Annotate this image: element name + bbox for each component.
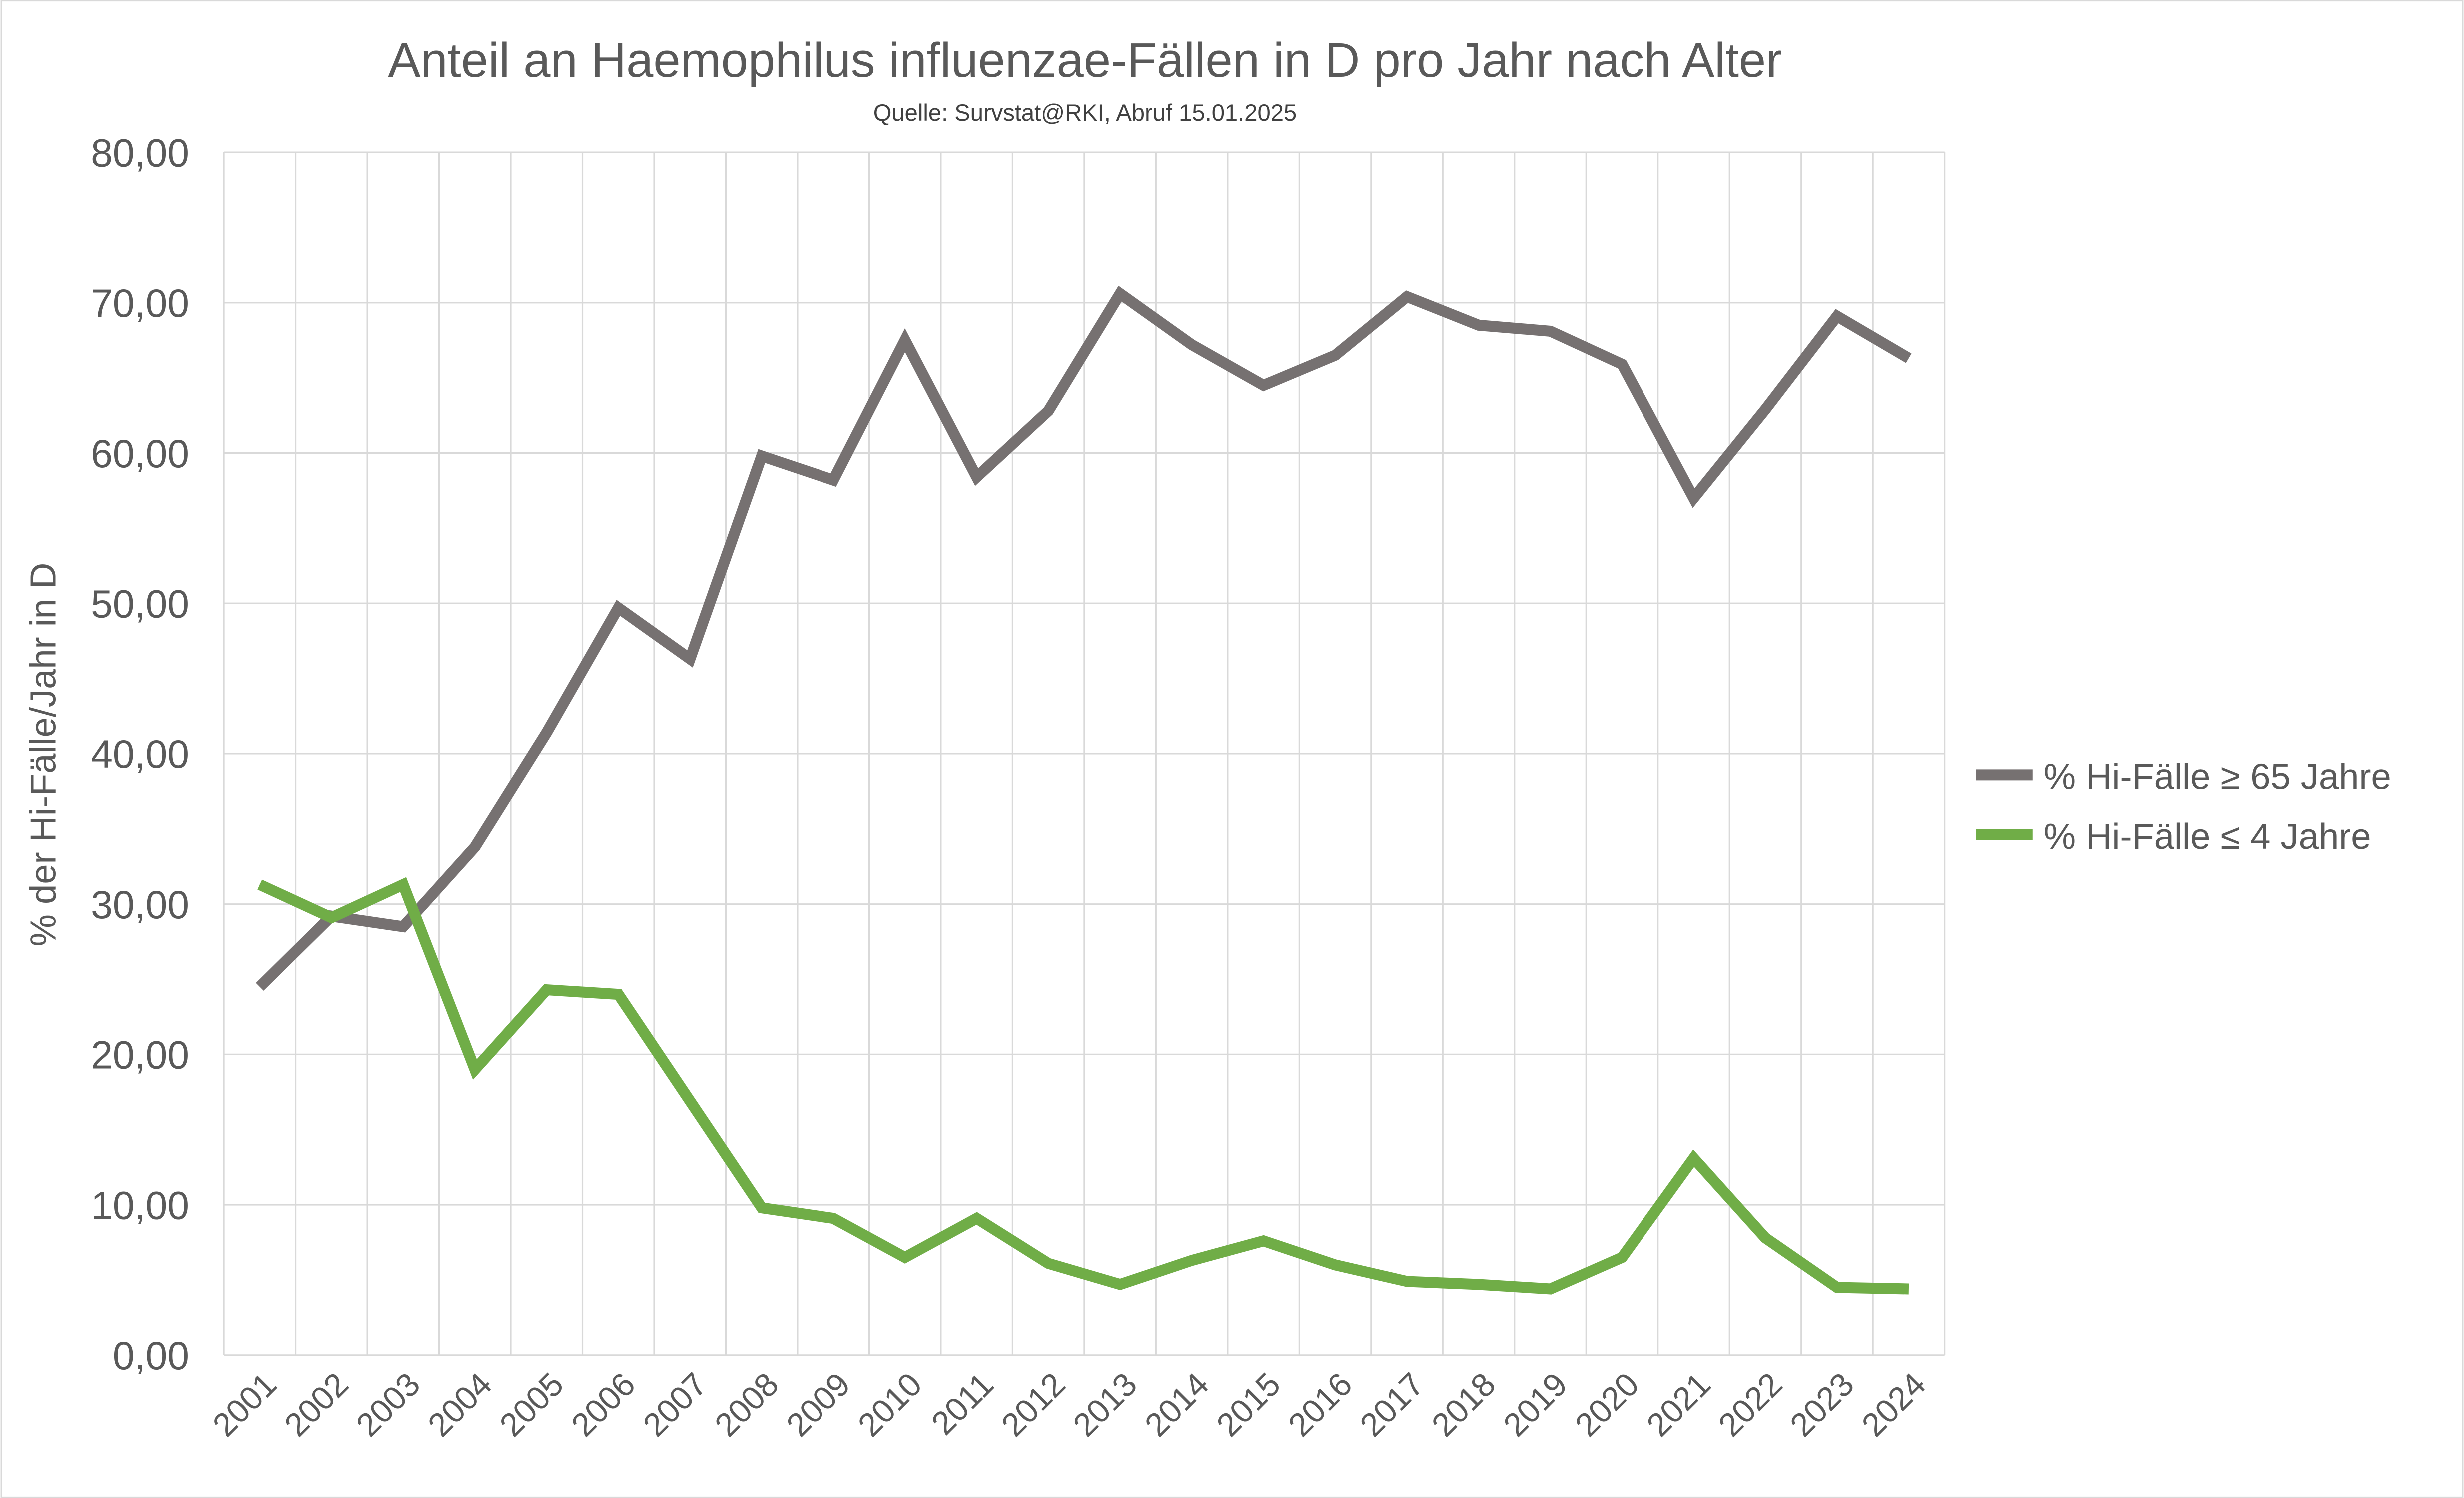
y-tick-label: 70,00 bbox=[91, 281, 189, 325]
chart-subtitle: Quelle: Survstat@RKI, Abruf 15.01.2025 bbox=[873, 99, 1297, 126]
y-tick-label: 80,00 bbox=[91, 131, 189, 175]
y-tick-label: 30,00 bbox=[91, 883, 189, 927]
y-tick-label: 10,00 bbox=[91, 1183, 189, 1227]
series-line-1 bbox=[257, 877, 1909, 1295]
legend-label: % Hi-Fälle ≤ 4 Jahre bbox=[2044, 817, 2371, 857]
grid bbox=[223, 151, 1946, 1356]
y-tick-label: 0,00 bbox=[113, 1334, 189, 1378]
chart-title: Anteil an Haemophilus influenzae-Fällen … bbox=[388, 33, 1782, 87]
data-point bbox=[1335, 355, 1336, 356]
data-point bbox=[331, 917, 332, 918]
data-point bbox=[976, 1218, 977, 1219]
legend-label: % Hi-Fälle ≥ 65 Jahre bbox=[2044, 757, 2391, 797]
y-tick-label: 40,00 bbox=[91, 732, 189, 776]
data-point bbox=[1550, 331, 1551, 332]
y-tick-label: 50,00 bbox=[91, 582, 189, 626]
data-point bbox=[1622, 364, 1623, 365]
y-axis-label: % der Hi-Fälle/Jahr in D bbox=[24, 563, 64, 947]
series-lines bbox=[256, 285, 1912, 1295]
data-point bbox=[1765, 409, 1766, 410]
data-point bbox=[1048, 1263, 1049, 1264]
legend: % Hi-Fälle ≥ 65 Jahre % Hi-Fälle ≤ 4 Jahr… bbox=[1976, 757, 2391, 857]
data-point bbox=[1622, 1257, 1623, 1258]
data-point bbox=[618, 994, 619, 995]
data-point bbox=[1263, 385, 1264, 386]
data-point bbox=[1693, 1158, 1694, 1159]
y-tick-label: 20,00 bbox=[91, 1033, 189, 1077]
series-line-0 bbox=[256, 285, 1912, 991]
y-tick-label: 60,00 bbox=[91, 432, 189, 476]
y-axis: 0,00 10,00 20,00 30,00 40,00 50,00 60,00 70,00 8… bbox=[91, 131, 189, 1378]
